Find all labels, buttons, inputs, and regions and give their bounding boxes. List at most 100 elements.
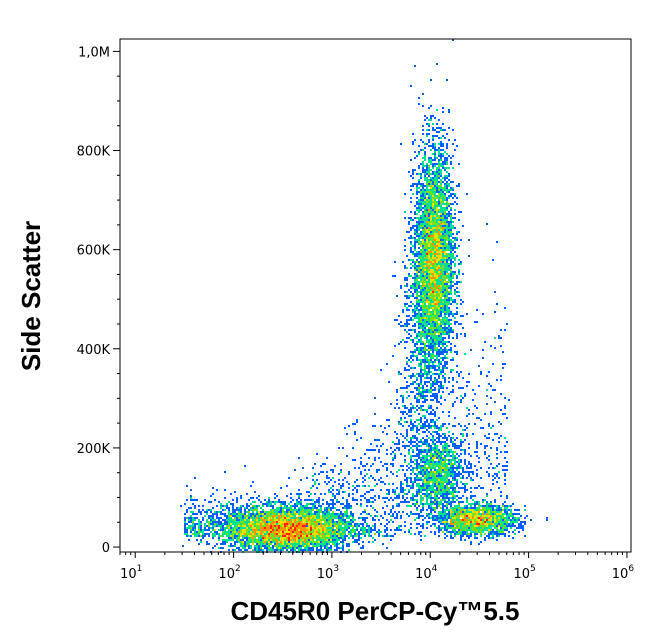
density-cell	[338, 473, 340, 475]
density-cell	[418, 271, 420, 273]
density-cell	[418, 153, 420, 155]
density-cell	[410, 481, 412, 483]
density-cell	[358, 467, 360, 469]
density-cell	[406, 325, 408, 327]
density-cell	[446, 269, 448, 271]
density-cell	[440, 309, 442, 311]
density-cell	[428, 373, 430, 375]
density-cell	[442, 245, 444, 247]
density-cell	[406, 309, 408, 311]
density-cell	[438, 331, 440, 333]
density-cell	[432, 187, 434, 189]
density-cell	[308, 511, 310, 513]
density-cell	[300, 493, 302, 495]
density-cell	[420, 397, 422, 399]
density-cell	[442, 267, 444, 269]
density-cell	[414, 247, 416, 249]
density-cell	[322, 517, 324, 519]
density-cell	[434, 245, 436, 247]
density-cell	[258, 515, 260, 517]
density-cell	[428, 159, 430, 161]
density-cell	[448, 481, 450, 483]
density-cell	[404, 279, 406, 281]
density-cell	[502, 503, 504, 505]
density-cell	[426, 219, 428, 221]
density-cell	[224, 519, 226, 521]
density-cell	[416, 405, 418, 407]
density-cell	[450, 289, 452, 291]
density-cell	[446, 503, 448, 505]
density-cell	[444, 347, 446, 349]
density-cell	[444, 523, 446, 525]
density-cell	[438, 429, 440, 431]
density-cell	[438, 305, 440, 307]
density-cell	[404, 303, 406, 305]
density-cell	[410, 85, 412, 87]
density-cell	[454, 213, 456, 215]
density-cell	[418, 339, 420, 341]
density-cell	[412, 425, 414, 427]
density-cell	[408, 411, 410, 413]
density-cell	[434, 359, 436, 361]
density-cell	[442, 277, 444, 279]
density-cell	[424, 345, 426, 347]
density-cell	[444, 299, 446, 301]
density-cell	[446, 199, 448, 201]
density-cell	[442, 467, 444, 469]
density-cell	[394, 453, 396, 455]
density-cell	[436, 253, 438, 255]
density-cell	[448, 265, 450, 267]
density-cell	[428, 369, 430, 371]
density-cell	[406, 431, 408, 433]
density-cell	[458, 423, 460, 425]
density-cell	[442, 221, 444, 223]
density-cell	[490, 503, 492, 505]
density-cell	[306, 519, 308, 521]
density-cell	[462, 487, 464, 489]
density-cell	[432, 479, 434, 481]
density-cell	[422, 215, 424, 217]
density-cell	[478, 509, 480, 511]
density-cell	[334, 465, 336, 467]
density-cell	[420, 365, 422, 367]
density-cell	[438, 285, 440, 287]
density-cell	[428, 275, 430, 277]
density-cell	[410, 407, 412, 409]
density-cell	[450, 515, 452, 517]
density-cell	[476, 451, 478, 453]
density-cell	[444, 243, 446, 245]
density-cell	[422, 309, 424, 311]
density-cell	[432, 255, 434, 257]
density-cell	[496, 517, 498, 519]
density-cell	[430, 465, 432, 467]
density-cell	[448, 175, 450, 177]
density-cell	[510, 505, 512, 507]
density-cell	[464, 521, 466, 523]
density-cell	[434, 275, 436, 277]
density-cell	[440, 169, 442, 171]
density-cell	[384, 427, 386, 429]
density-cell	[430, 339, 432, 341]
density-cell	[436, 275, 438, 277]
density-cell	[336, 521, 338, 523]
density-cell	[232, 515, 234, 517]
density-cell	[448, 227, 450, 229]
density-cell	[496, 303, 498, 305]
density-cell	[268, 523, 270, 525]
density-cell	[448, 263, 450, 265]
density-cell	[408, 337, 410, 339]
density-cell	[434, 507, 436, 509]
density-cell	[482, 523, 484, 525]
density-cell	[348, 517, 350, 519]
density-cell	[430, 385, 432, 387]
density-cell	[440, 195, 442, 197]
density-cell	[438, 303, 440, 305]
density-cell	[430, 457, 432, 459]
density-cell	[416, 217, 418, 219]
density-cell	[400, 481, 402, 483]
density-cell	[446, 191, 448, 193]
density-cell	[428, 447, 430, 449]
density-cell	[450, 291, 452, 293]
density-cell	[294, 507, 296, 509]
density-cell	[400, 387, 402, 389]
